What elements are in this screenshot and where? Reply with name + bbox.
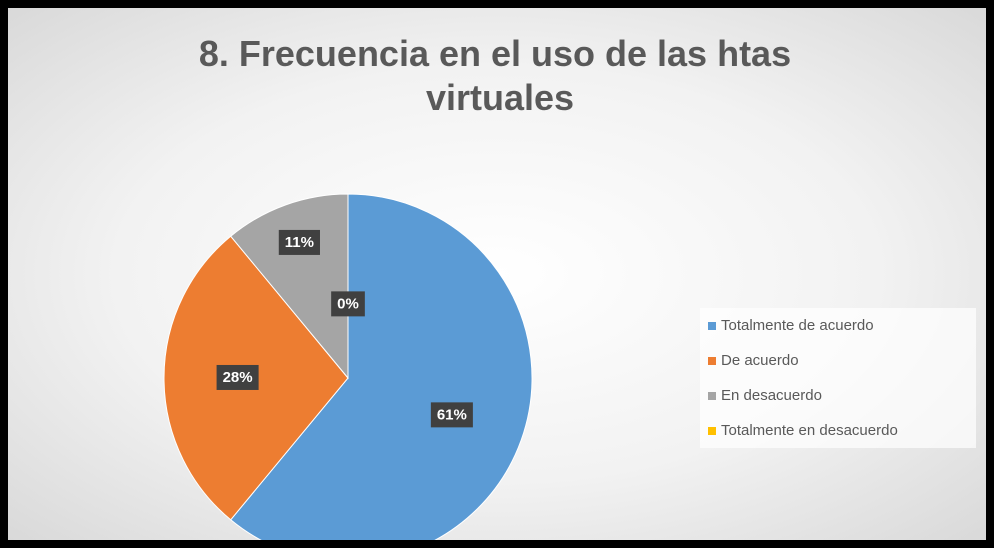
data-label-text: 61% [437, 406, 467, 423]
title-line: 8. Frecuencia en el uso de las htas [199, 33, 791, 74]
legend-label: De acuerdo [721, 352, 799, 369]
legend-label: Totalmente en desacuerdo [721, 422, 898, 439]
data-label-text: 0% [337, 295, 359, 312]
legend-swatch [708, 322, 716, 330]
legend-swatch [708, 357, 716, 365]
data-label-box [216, 364, 259, 390]
data-label: 28% [216, 364, 259, 390]
title-line: virtuales [426, 77, 574, 118]
data-label: 61% [430, 402, 473, 428]
legend-swatch [708, 427, 716, 435]
data-label-text: 28% [223, 369, 253, 386]
data-label-box [430, 402, 473, 428]
legend-box [700, 308, 976, 448]
chart-title: 8. Frecuencia en el uso de las htas virt… [199, 33, 801, 118]
legend-label: Totalmente de acuerdo [721, 317, 874, 334]
data-label-box [331, 291, 365, 317]
legend-swatch [708, 392, 716, 400]
chart: 8. Frecuencia en el uso de las htas virt… [163, 33, 976, 540]
legend-label: En desacuerdo [721, 387, 822, 404]
data-label-text: 11% [285, 234, 314, 251]
data-label: 0% [331, 291, 365, 317]
data-label: 11% [278, 229, 320, 255]
data-label-box [278, 229, 320, 255]
pie-slice [230, 193, 533, 540]
